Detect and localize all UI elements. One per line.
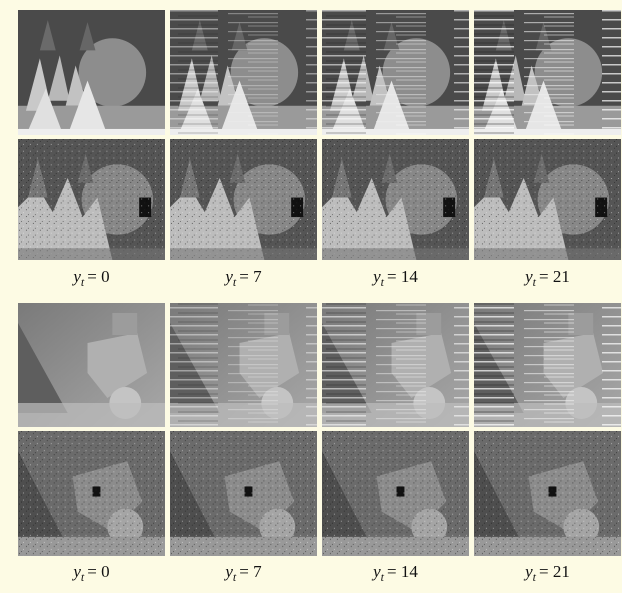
caption-sub: t [533,570,537,584]
caption-sub: t [233,275,237,289]
caption-var: y [523,267,533,286]
depth-map [322,139,469,260]
streak-noise [474,10,621,135]
depth-image [170,139,317,260]
depth-map [170,303,317,427]
streak-noise [170,10,317,135]
caption-var: y [371,267,381,286]
depth-map [18,303,165,427]
caption: yt= 0 [71,267,109,289]
depth-map [474,431,621,556]
caption: yt= 14 [371,267,418,289]
depth-map [322,10,469,135]
caption-var: y [223,267,233,286]
depth-image [18,303,165,427]
depth-image [474,139,621,260]
depth-image [474,431,621,556]
figure: yt= 0yt= 7yt= 14yt= 21yt= 0yt= 7yt= 14yt… [0,0,622,593]
caption: yt= 7 [223,562,262,584]
caption-value: = 0 [87,267,109,286]
caption-sub: t [381,275,385,289]
streak-noise [170,303,317,427]
streak-noise [474,303,621,427]
caption-var: y [523,562,533,581]
caption-sub: t [81,275,85,289]
caption: yt= 14 [371,562,418,584]
depth-map [18,431,165,556]
caption-sub: t [381,570,385,584]
caption-value: = 0 [87,562,109,581]
depth-map [474,139,621,260]
caption-var: y [371,562,381,581]
caption-sub: t [533,275,537,289]
depth-map [322,303,469,427]
caption-sub: t [233,570,237,584]
depth-map [18,139,165,260]
depth-map [18,10,165,135]
depth-image [170,431,317,556]
depth-map [170,10,317,135]
depth-image [18,431,165,556]
caption: yt= 7 [223,267,262,289]
caption-var: y [71,562,81,581]
depth-map [474,303,621,427]
caption-value: = 21 [539,562,570,581]
depth-image [322,139,469,260]
depth-map [170,431,317,556]
caption: yt= 21 [523,267,570,289]
caption-var: y [71,267,81,286]
depth-map [322,431,469,556]
caption-value: = 21 [539,267,570,286]
depth-image [18,10,165,135]
caption-value: = 7 [239,267,262,286]
depth-map [474,10,621,135]
caption-sub: t [81,570,85,584]
streak-noise [322,303,469,427]
depth-image [18,139,165,260]
caption-var: y [223,562,233,581]
caption: yt= 21 [523,562,570,584]
depth-map [170,139,317,260]
page: {"panels": [ {"captions": [ {"var": "y",… [0,0,622,593]
streak-noise [322,10,469,135]
caption-value: = 7 [239,562,262,581]
caption-value: = 14 [387,267,418,286]
caption: yt= 0 [71,562,109,584]
caption-value: = 14 [387,562,418,581]
depth-image [322,431,469,556]
